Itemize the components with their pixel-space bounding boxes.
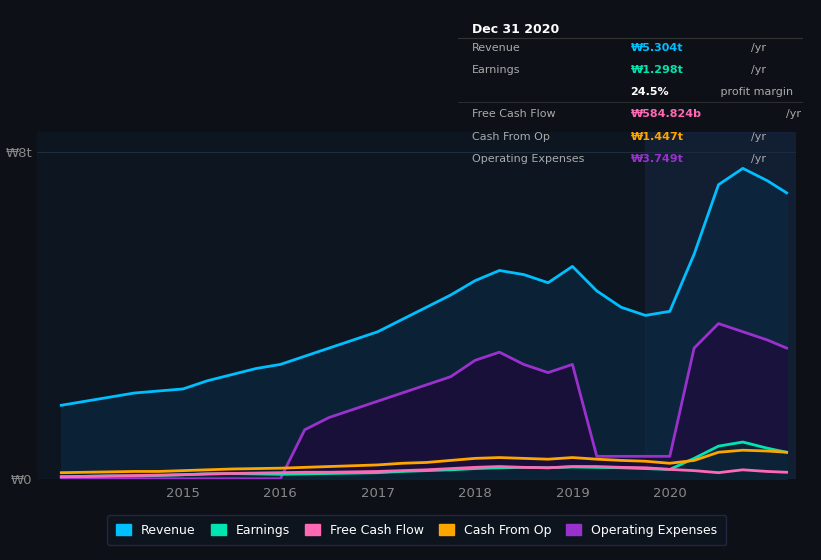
Text: Free Cash Flow: Free Cash Flow: [472, 109, 556, 119]
Text: ₩584.824b: ₩584.824b: [631, 109, 701, 119]
Text: Revenue: Revenue: [472, 43, 521, 53]
Text: /yr: /yr: [751, 154, 766, 164]
Text: profit margin: profit margin: [717, 87, 793, 97]
Text: /yr: /yr: [751, 132, 766, 142]
Legend: Revenue, Earnings, Free Cash Flow, Cash From Op, Operating Expenses: Revenue, Earnings, Free Cash Flow, Cash …: [108, 515, 726, 545]
Text: ₩5.304t: ₩5.304t: [631, 43, 683, 53]
Text: /yr: /yr: [786, 109, 800, 119]
Text: ₩3.749t: ₩3.749t: [631, 154, 683, 164]
Text: Operating Expenses: Operating Expenses: [472, 154, 585, 164]
Text: Dec 31 2020: Dec 31 2020: [472, 23, 559, 36]
Text: Cash From Op: Cash From Op: [472, 132, 550, 142]
Text: ₩1.447t: ₩1.447t: [631, 132, 684, 142]
Text: ₩1.298t: ₩1.298t: [631, 65, 683, 75]
Text: /yr: /yr: [751, 65, 766, 75]
Text: 24.5%: 24.5%: [631, 87, 669, 97]
Text: /yr: /yr: [751, 43, 766, 53]
Bar: [645, 132, 796, 479]
Text: Earnings: Earnings: [472, 65, 521, 75]
